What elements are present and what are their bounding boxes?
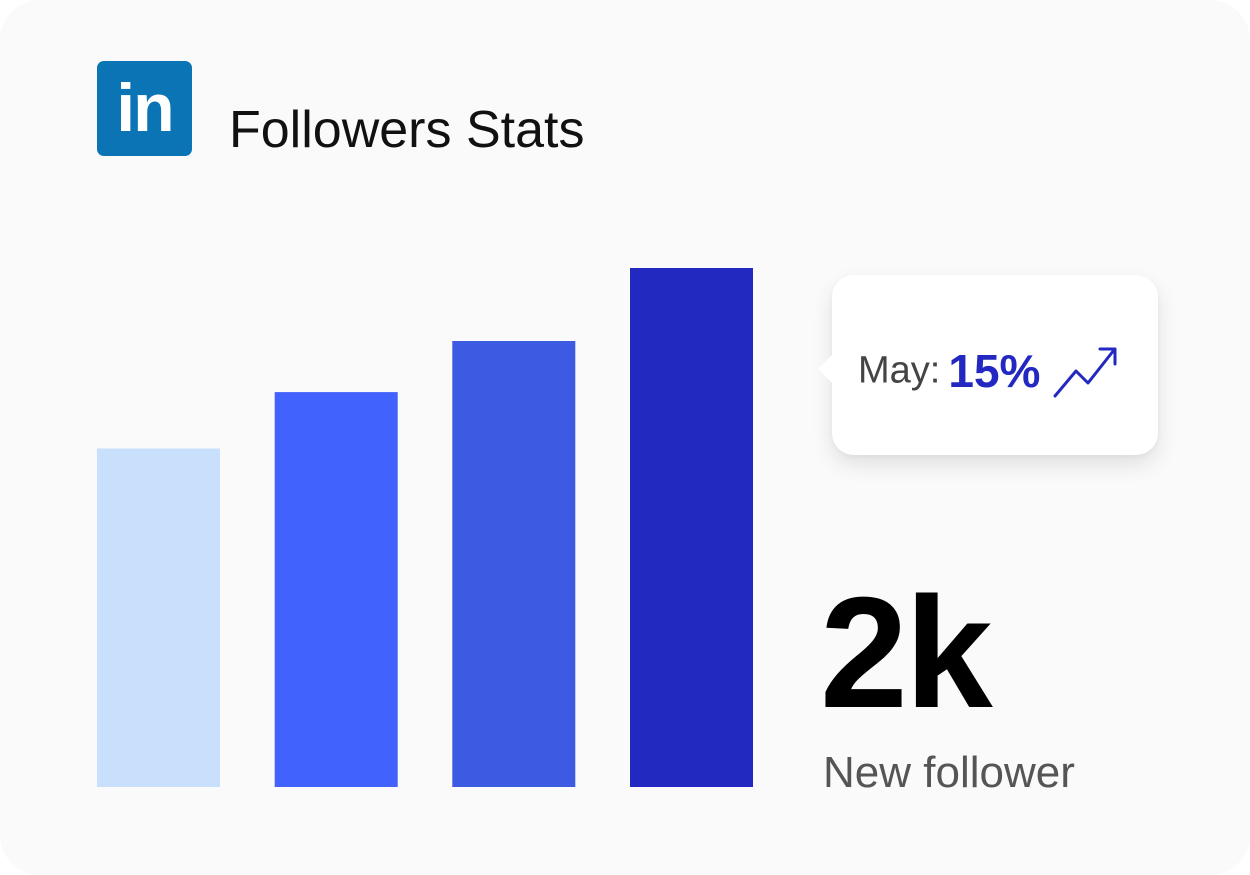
chart-bar-4 (630, 268, 753, 787)
chart-bar-2 (274, 392, 398, 787)
tooltip-card: May: 15% (818, 275, 1158, 455)
linkedin-logo: in (97, 61, 192, 156)
trend-up-icon (1053, 347, 1117, 398)
tooltip-pointer (818, 355, 832, 383)
new-follower-count: 2k (820, 565, 993, 741)
linkedin-logo-text: in (116, 70, 174, 146)
page-title: Followers Stats (229, 101, 585, 159)
tooltip-content: May: 15% (858, 343, 1118, 399)
tooltip-label: May: (858, 349, 941, 392)
chart-bar-1 (97, 448, 220, 787)
tooltip-value: 15% (948, 345, 1041, 397)
chart-bar-3 (452, 341, 576, 787)
new-follower-caption: New follower (823, 748, 1075, 797)
